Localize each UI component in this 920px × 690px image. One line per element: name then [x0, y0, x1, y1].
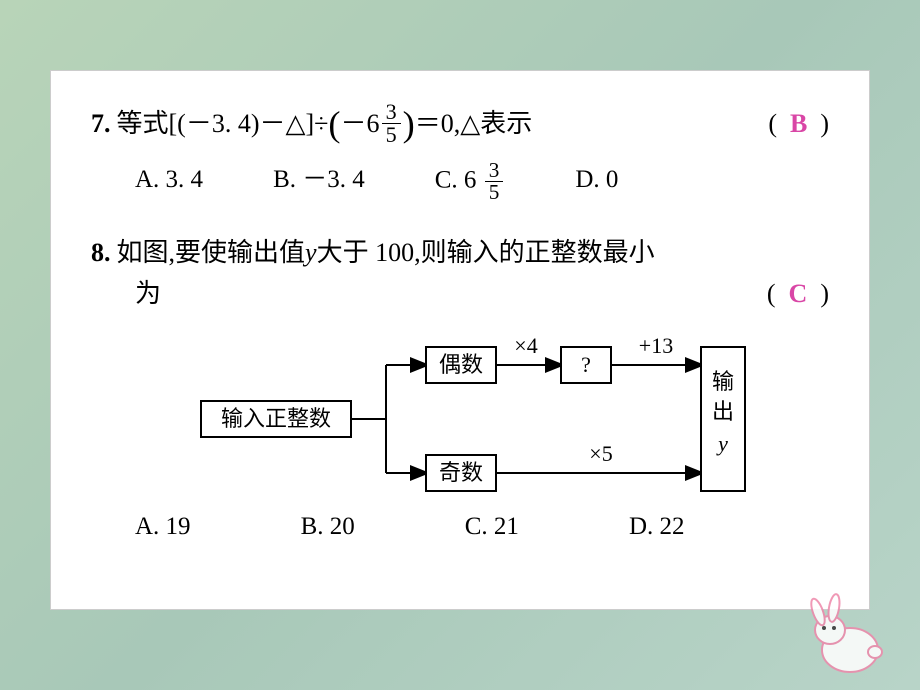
p7-text-d: 表示 — [480, 103, 532, 145]
times5-label: ×5 — [589, 441, 612, 466]
problem-7-number: 7. — [91, 103, 111, 145]
p7-fraction: 3 5 — [382, 101, 401, 146]
p7-text-b: ]÷ — [305, 103, 328, 145]
option-c-prefix: C. 6 — [435, 167, 477, 194]
answer-paren-open: ( — [768, 103, 790, 145]
p7-frac-den: 5 — [382, 124, 401, 146]
problem-8-stem-line2: 为 ( C ) — [135, 273, 829, 315]
problem-8-answer: C — [789, 273, 808, 315]
p8-y-var: y — [305, 232, 317, 274]
times4-label: ×4 — [514, 333, 537, 358]
p8-text-c: 为 — [135, 273, 161, 315]
problem-8-stem-line1: 8. 如图,要使输出值 y 大于 100,则输入的正整数最小 — [91, 232, 829, 274]
flowchart-svg: 输入正整数 偶数 奇数 ×4 ? +1 — [191, 333, 811, 493]
p7-frac-num: 3 — [382, 101, 401, 124]
answer-paren-close: ) — [807, 273, 829, 315]
problem-7-stem: 7. 等式[(－3. 4)－ △ ]÷ ( －6 3 5 ) ＝0, △ 表示 … — [91, 101, 829, 146]
problem-8-number: 8. — [91, 232, 111, 274]
problem-8: 8. 如图,要使输出值 y 大于 100,则输入的正整数最小 为 ( C ) — [91, 232, 829, 547]
option-a: A. 19 — [135, 507, 191, 547]
option-d: D. 22 — [629, 507, 685, 547]
p8-text-a: 如图,要使输出值 — [117, 232, 306, 274]
option-c-frac-num: 3 — [485, 160, 504, 182]
option-b: B. 20 — [301, 507, 355, 547]
triangle-icon: △ — [460, 103, 480, 145]
option-c-frac-den: 5 — [485, 182, 504, 203]
answer-paren-open: ( — [767, 273, 789, 315]
p7-text-a: 等式[(－3. 4)－ — [117, 103, 286, 145]
even-label: 偶数 — [439, 352, 483, 377]
output-y: y — [716, 431, 728, 456]
problem-8-options: A. 19 B. 20 C. 21 D. 22 — [135, 507, 829, 547]
odd-label: 奇数 — [439, 460, 483, 485]
question-label: ? — [581, 352, 591, 377]
output-l2: 出 — [712, 399, 734, 424]
plus13-label: +13 — [639, 333, 673, 358]
worksheet-paper: 7. 等式[(－3. 4)－ △ ]÷ ( －6 3 5 ) ＝0, △ 表示 … — [50, 70, 870, 610]
option-d: D. 0 — [575, 160, 618, 204]
flowchart-diagram: 输入正整数 偶数 奇数 ×4 ? +1 — [191, 333, 829, 493]
triangle-icon: △ — [285, 103, 305, 145]
bunny-icon — [780, 580, 900, 680]
option-c-frac: 3 5 — [485, 160, 504, 204]
option-a: A. 3. 4 — [135, 160, 203, 204]
problem-7-options: A. 3. 4 B. －3. 4 C. 6 3 5 D. 0 — [135, 160, 829, 204]
problem-7: 7. 等式[(－3. 4)－ △ ]÷ ( －6 3 5 ) ＝0, △ 表示 … — [91, 101, 829, 204]
answer-paren-close: ) — [807, 103, 829, 145]
p8-text-b: 大于 100,则输入的正整数最小 — [317, 232, 655, 274]
p7-mixed-whole: －6 — [341, 103, 380, 145]
input-label: 输入正整数 — [221, 406, 331, 431]
output-l1: 输 — [712, 369, 734, 394]
option-c: C. 6 3 5 — [435, 160, 506, 204]
p7-text-c: ＝0, — [415, 103, 461, 145]
problem-7-answer: B — [790, 103, 807, 145]
option-b: B. －3. 4 — [273, 160, 365, 204]
option-c: C. 21 — [465, 507, 519, 547]
